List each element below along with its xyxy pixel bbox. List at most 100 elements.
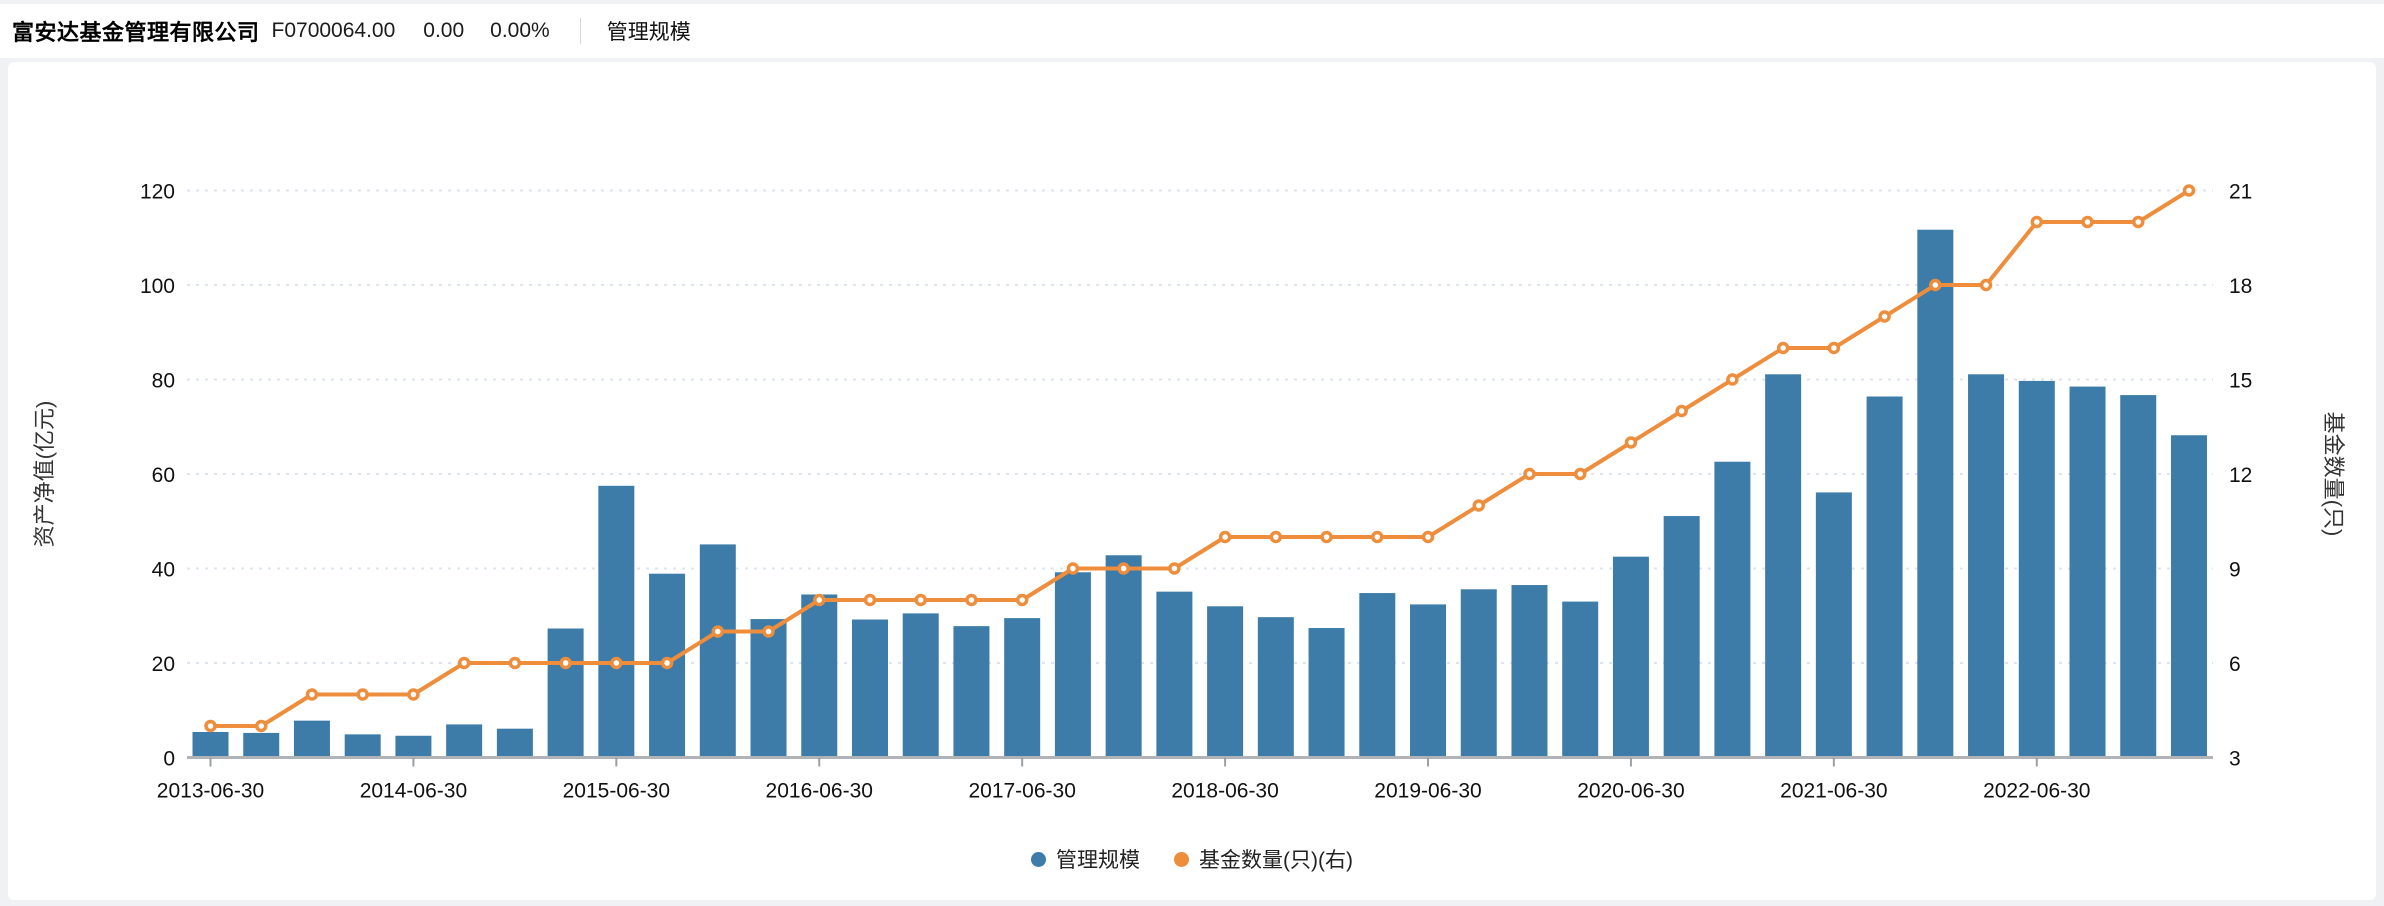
tab-management-scale[interactable]: 管理规模 (606, 21, 691, 44)
fund-count-marker-2016-03-31[interactable] (762, 625, 775, 638)
bar-2017-03-31[interactable] (953, 626, 990, 758)
fund-count-marker-2017-09-30[interactable] (1066, 562, 1080, 575)
fund-count-marker-2017-06-30[interactable] (1015, 593, 1029, 607)
fund-count-marker-2022-09-30[interactable] (2081, 215, 2094, 229)
bar-2014-12-31[interactable] (496, 728, 533, 758)
bar-2014-09-30[interactable] (446, 724, 483, 758)
right-axis-tick-label: 12 (2229, 464, 2252, 487)
left-axis-title: 资产净值(亿元) (32, 401, 57, 548)
x-axis-date-label: 2014-06-30 (360, 780, 467, 803)
legend-dot-bar-series (1031, 851, 1046, 867)
legend-dot-line-series (1174, 851, 1189, 867)
fund-count-marker-2015-06-30[interactable] (610, 656, 623, 670)
bar-2018-12-31[interactable] (1308, 628, 1345, 758)
bar-2017-06-30[interactable] (1004, 618, 1041, 758)
fund-count-marker-2020-12-31[interactable] (1726, 373, 1739, 386)
x-axis-date-label: 2022-06-30 (1983, 780, 2090, 803)
bar-2014-03-31[interactable] (344, 734, 381, 758)
bar-2022-09-30[interactable] (2069, 386, 2106, 758)
bar-2016-06-30[interactable] (801, 594, 838, 758)
bar-2016-09-30[interactable] (851, 619, 888, 758)
x-axis-date-label: 2016-06-30 (766, 780, 873, 803)
bar-2016-12-31[interactable] (902, 613, 939, 758)
fund-count-marker-2018-09-30[interactable] (1269, 530, 1283, 544)
right-axis-tick-label: 3 (2229, 748, 2241, 771)
right-axis-tick-label: 6 (2229, 653, 2241, 676)
bar-2016-03-31[interactable] (750, 619, 787, 758)
left-axis-tick-label: 0 (163, 748, 175, 771)
bar-2022-06-30[interactable] (2018, 380, 2055, 758)
bar-2018-09-30[interactable] (1257, 617, 1294, 758)
fund-count-marker-2017-03-31[interactable] (965, 593, 978, 607)
bar-2017-12-31[interactable] (1105, 555, 1142, 758)
fund-count-marker-2013-12-31[interactable] (305, 688, 319, 701)
bar-2020-06-30[interactable] (1612, 556, 1649, 758)
fund-count-marker-2022-06-30[interactable] (2030, 215, 2044, 229)
fund-count-marker-2018-12-31[interactable] (1320, 530, 1333, 544)
bar-2021-03-31[interactable] (1765, 374, 1802, 758)
fund-count-marker-2019-06-30[interactable] (1421, 530, 1435, 544)
fund-count-marker-2018-03-31[interactable] (1168, 562, 1181, 575)
fund-count-marker-2018-06-30[interactable] (1218, 530, 1232, 544)
bar-2022-12-31[interactable] (2120, 395, 2157, 758)
fund-count-marker-2014-12-31[interactable] (508, 656, 522, 670)
bar-2020-09-30[interactable] (1663, 516, 1700, 758)
fund-count-marker-2022-03-31[interactable] (1979, 278, 1993, 292)
fund-count-marker-2016-06-30[interactable] (813, 593, 826, 607)
fund-count-marker-2021-09-30[interactable] (1878, 310, 1891, 323)
bar-2019-03-31[interactable] (1359, 593, 1396, 758)
bar-2015-03-31[interactable] (547, 628, 584, 758)
bar-2014-06-30[interactable] (395, 735, 432, 758)
bar-2020-12-31[interactable] (1714, 461, 1751, 758)
bar-2018-06-30[interactable] (1207, 606, 1244, 758)
quote-value: 0.00 (423, 19, 465, 42)
legend-label-bar-series: 管理规模 (1056, 849, 1140, 872)
fund-count-marker-2021-06-30[interactable] (1827, 341, 1841, 355)
legend-item-scale[interactable]: 管理规模 (1031, 844, 1140, 874)
header-divider (579, 18, 581, 44)
fund-count-marker-2013-06-30[interactable] (204, 719, 217, 733)
fund-count-marker-2014-06-30[interactable] (407, 688, 420, 701)
bar-2013-06-30[interactable] (192, 731, 229, 758)
fund-code: F0700064.00 (271, 19, 396, 42)
fund-count-marker-2015-09-30[interactable] (660, 656, 674, 670)
fund-count-marker-2015-12-31[interactable] (711, 625, 725, 638)
fund-count-marker-2019-12-31[interactable] (1523, 467, 1536, 481)
fund-count-marker-2019-09-30[interactable] (1472, 499, 1485, 512)
fund-count-marker-2019-03-31[interactable] (1371, 530, 1384, 544)
fund-count-marker-2022-12-31[interactable] (2131, 215, 2145, 229)
fund-count-marker-2015-03-31[interactable] (559, 656, 572, 670)
fund-count-marker-2021-12-31[interactable] (1929, 278, 1942, 292)
bar-2019-09-30[interactable] (1460, 589, 1497, 758)
bar-2019-06-30[interactable] (1410, 604, 1447, 758)
fund-count-marker-2020-03-31[interactable] (1573, 467, 1587, 481)
fund-count-marker-2020-09-30[interactable] (1675, 404, 1688, 418)
bar-2020-03-31[interactable] (1562, 601, 1599, 758)
bar-2021-06-30[interactable] (1815, 492, 1852, 758)
legend-item-fund-count[interactable]: 基金数量(只)(右) (1174, 844, 1353, 874)
bar-2017-09-30[interactable] (1054, 572, 1091, 758)
bar-2023-03-31[interactable] (2170, 435, 2207, 758)
bar-2018-03-31[interactable] (1156, 591, 1193, 758)
bar-2013-09-30[interactable] (243, 732, 280, 758)
fund-count-marker-2017-12-31[interactable] (1117, 562, 1130, 575)
fund-count-marker-2016-12-31[interactable] (914, 593, 927, 607)
fund-count-marker-2016-09-30[interactable] (863, 593, 877, 607)
fund-count-marker-2013-09-30[interactable] (254, 719, 268, 733)
bar-2021-12-31[interactable] (1917, 229, 1954, 758)
bar-2013-12-31[interactable] (293, 720, 330, 758)
bar-2015-12-31[interactable] (699, 544, 736, 758)
x-axis-date-label: 2018-06-30 (1171, 780, 1278, 803)
fund-count-marker-2021-03-31[interactable] (1776, 341, 1790, 355)
company-name: 富安达基金管理有限公司 (12, 20, 260, 45)
fund-count-marker-2014-09-30[interactable] (457, 656, 471, 670)
bar-2021-09-30[interactable] (1866, 396, 1903, 758)
fund-count-marker-2023-03-31[interactable] (2182, 184, 2196, 197)
bar-2022-03-31[interactable] (1968, 374, 2005, 758)
fund-count-marker-2020-06-30[interactable] (1624, 436, 1638, 449)
bar-2015-06-30[interactable] (598, 485, 635, 758)
x-axis-date-label: 2021-06-30 (1780, 780, 1887, 803)
bar-2019-12-31[interactable] (1511, 585, 1548, 758)
dual-axis-chart[interactable]: 0 3 20 6 40 9 60 12 80 15 100 18 120 21 2013-06-30 2014… (8, 62, 2376, 900)
fund-count-marker-2014-03-31[interactable] (356, 688, 369, 701)
